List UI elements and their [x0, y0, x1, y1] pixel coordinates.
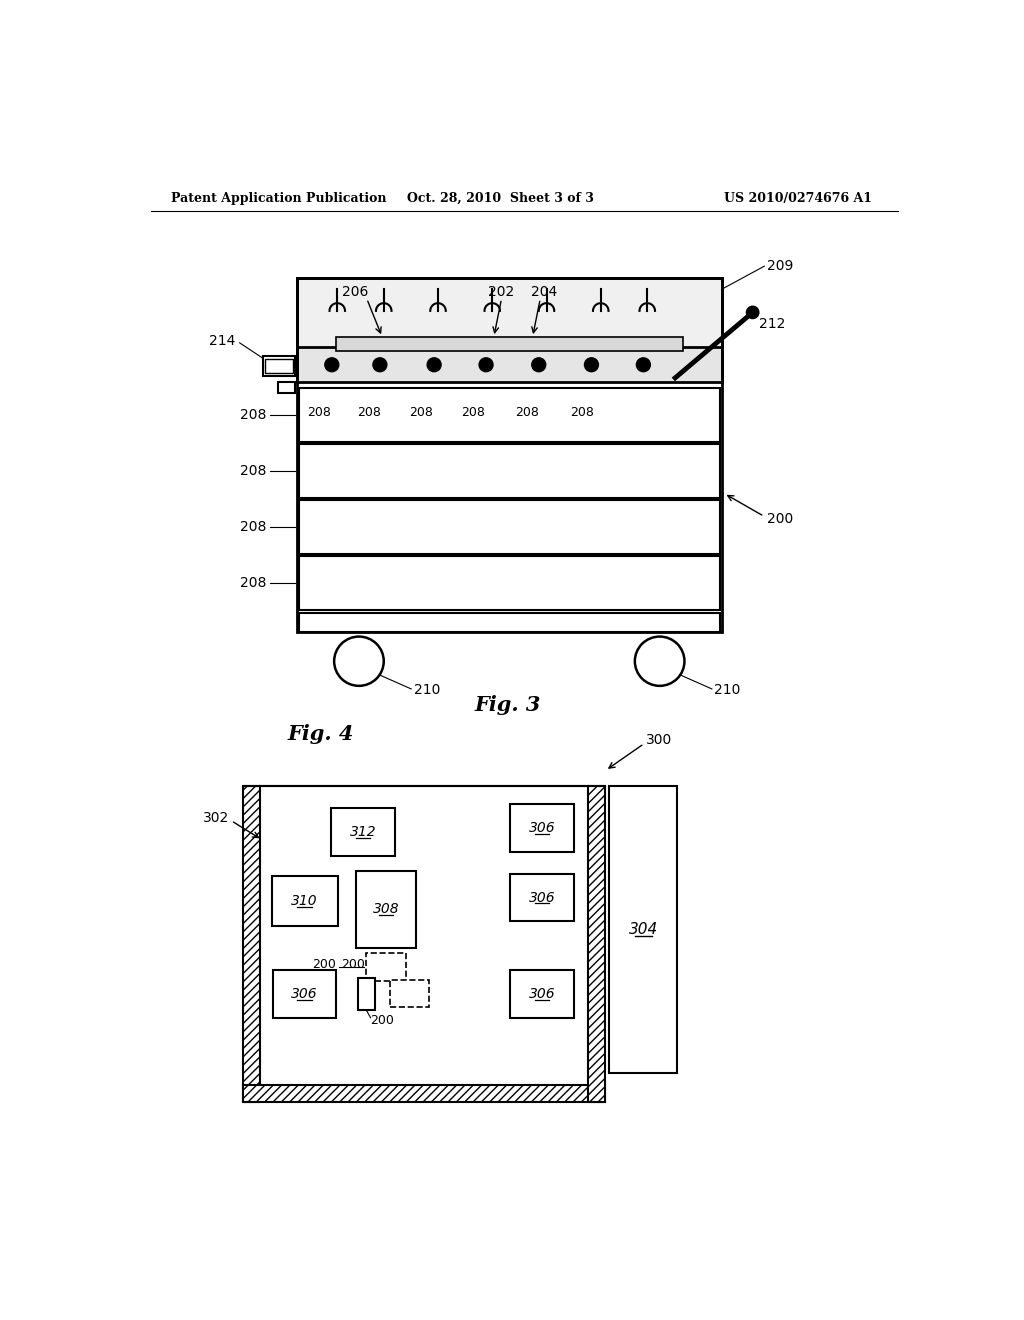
Text: 206: 206: [342, 285, 369, 300]
Text: 306: 306: [528, 891, 555, 904]
Text: 304: 304: [629, 923, 658, 937]
Bar: [299, 557, 720, 610]
Text: 210: 210: [714, 684, 740, 697]
Text: 302: 302: [203, 812, 228, 825]
Circle shape: [635, 636, 684, 686]
Circle shape: [585, 358, 598, 372]
Text: 210: 210: [414, 684, 440, 697]
Bar: [263, 356, 295, 376]
Circle shape: [427, 358, 441, 372]
Bar: [510, 804, 573, 853]
Text: US 2010/0274676 A1: US 2010/0274676 A1: [724, 191, 872, 205]
Bar: [366, 953, 407, 981]
Text: 200: 200: [767, 512, 793, 525]
Bar: [299, 500, 720, 554]
Bar: [609, 785, 678, 1073]
Text: 208: 208: [515, 407, 540, 418]
Bar: [243, 785, 260, 1102]
Text: Oct. 28, 2010  Sheet 3 of 3: Oct. 28, 2010 Sheet 3 of 3: [407, 191, 594, 205]
Text: 200: 200: [341, 958, 366, 972]
Bar: [356, 871, 417, 948]
Text: 208: 208: [307, 407, 331, 418]
Bar: [297, 347, 722, 381]
Text: 208: 208: [569, 407, 594, 418]
Text: 214: 214: [209, 334, 236, 347]
Text: 208: 208: [240, 408, 266, 422]
Text: 200: 200: [312, 958, 337, 972]
Text: 310: 310: [292, 895, 318, 908]
Circle shape: [373, 358, 387, 372]
Text: 200: 200: [371, 1014, 394, 1027]
Circle shape: [531, 358, 546, 372]
Text: 212: 212: [759, 317, 785, 331]
Text: 208: 208: [461, 407, 485, 418]
Text: 208: 208: [357, 407, 381, 418]
Circle shape: [479, 358, 493, 372]
Text: 208: 208: [410, 407, 433, 418]
Bar: [271, 876, 338, 927]
Bar: [299, 444, 720, 498]
Circle shape: [325, 358, 339, 372]
Bar: [297, 277, 722, 378]
Bar: [265, 359, 293, 374]
Bar: [299, 612, 720, 632]
Bar: [273, 970, 337, 1018]
Bar: [358, 978, 375, 1010]
Bar: [331, 808, 394, 857]
Text: 312: 312: [349, 825, 376, 840]
Text: Fig. 3: Fig. 3: [474, 696, 541, 715]
Text: Fig. 4: Fig. 4: [287, 723, 353, 743]
Text: 208: 208: [240, 577, 266, 590]
Text: 300: 300: [646, 733, 672, 747]
Bar: [390, 981, 429, 1007]
Circle shape: [334, 636, 384, 686]
Text: 306: 306: [292, 987, 318, 1001]
Text: 208: 208: [240, 465, 266, 478]
Bar: [510, 874, 573, 921]
Text: 208: 208: [240, 520, 266, 535]
Text: Patent Application Publication: Patent Application Publication: [171, 191, 386, 205]
Text: 204: 204: [531, 285, 557, 300]
Text: 306: 306: [528, 821, 555, 836]
Bar: [243, 1085, 605, 1102]
Text: 202: 202: [488, 285, 515, 300]
Circle shape: [746, 306, 759, 318]
Bar: [279, 381, 295, 393]
Text: 209: 209: [767, 259, 793, 273]
Bar: [299, 388, 720, 442]
Bar: [589, 785, 605, 1102]
Text: 308: 308: [373, 902, 399, 916]
Bar: [336, 337, 683, 351]
Bar: [510, 970, 573, 1018]
Text: 306: 306: [528, 987, 555, 1001]
Bar: [297, 277, 722, 632]
Circle shape: [636, 358, 650, 372]
